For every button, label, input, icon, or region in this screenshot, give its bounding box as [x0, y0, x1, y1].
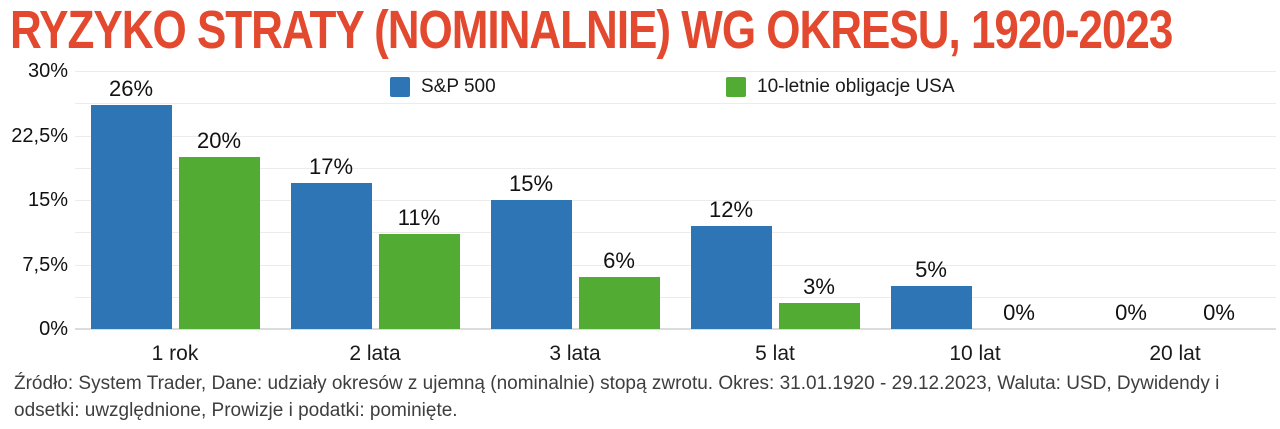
bar-value-label: 17% [308, 153, 354, 179]
gridline [75, 264, 1276, 266]
category-group: 26% 20% [75, 0, 275, 329]
bar-sp500 [90, 105, 172, 329]
gridline [75, 71, 1276, 72]
x-axis-baseline [75, 328, 1276, 330]
legend-item-sp500: S&P 500 [390, 76, 496, 98]
bar-value-label: 5% [915, 257, 947, 282]
x-axis-category-label: 1 rok [151, 342, 199, 365]
y-axis-tick-label: 7,5% [22, 253, 68, 276]
bar-value-label: 20% [196, 128, 242, 153]
legend-swatch-sp500-icon [390, 77, 410, 97]
bar-value-label: 6% [603, 248, 635, 274]
bar-value-label: 26% [108, 76, 154, 102]
bar-value-label: 0% [1203, 300, 1235, 325]
bar-group: 5% [890, 257, 972, 329]
bar-sp500 [490, 200, 572, 329]
bar-value-label: 12% [708, 196, 754, 222]
category-group: 17% 11% [275, 0, 475, 329]
chart-title: RYZYKO STRATY (NOMINALNIE) WG OKRESU, 19… [10, 0, 1173, 61]
legend-label-sp500: S&P 500 [421, 76, 496, 97]
bar-group: 26% [90, 76, 172, 329]
category-group: 5% 0% [875, 0, 1075, 329]
gridline [75, 296, 1276, 298]
bar-bonds [178, 157, 260, 329]
bar-sp500 [890, 286, 972, 329]
bar-sp500 [690, 225, 772, 329]
bar-group: 0% [1091, 300, 1172, 329]
legend-item-bonds: 10-letnie obligacje USA [726, 76, 955, 98]
x-axis-category-label: 10 lat [949, 342, 1001, 365]
legend-label-bonds: 10-letnie obligacje USA [757, 76, 955, 97]
x-axis-category-label: 3 lata [549, 342, 601, 365]
bar-group: 12% [690, 196, 772, 329]
category-group: 0% 0% [1075, 0, 1275, 329]
bar-value-label: 3% [803, 274, 835, 300]
y-axis-tick-label: 0% [39, 318, 68, 340]
y-axis-tick-label: 30% [27, 60, 68, 82]
y-axis-tick-label: 15% [27, 189, 68, 211]
category-group: 12% 3% [675, 0, 875, 329]
bar-bonds [378, 234, 460, 329]
bar-group: 6% [578, 248, 660, 329]
bar-value-label: 11% [397, 205, 441, 231]
y-axis-tick-label: 22,5% [11, 124, 68, 147]
bar-value-label: 0% [1115, 300, 1147, 325]
gridline [75, 135, 1276, 137]
x-axis-category-label: 20 lat [1149, 342, 1201, 365]
x-axis-category-label: 2 lata [349, 342, 401, 365]
legend-swatch-bonds-icon [726, 77, 746, 97]
bar-sp500 [290, 182, 372, 329]
gridline [75, 167, 1276, 169]
bar-value-label: 0% [1003, 300, 1035, 325]
x-axis-category-label: 5 lat [755, 342, 795, 365]
bar-bonds [578, 277, 660, 329]
gridline [75, 103, 1276, 105]
bar-group: 0% [979, 300, 1060, 329]
source-note: Źródło: System Trader, Dane: udziały okr… [14, 373, 1220, 421]
bar-group: 0% [1179, 300, 1260, 329]
bar-group: 20% [178, 128, 260, 329]
gridline [75, 200, 1276, 201]
bar-bonds [778, 303, 860, 329]
bar-group: 11% [378, 205, 460, 329]
category-group: 15% 6% [475, 0, 675, 329]
bar-group: 3% [778, 274, 860, 329]
bar-group: 15% [490, 171, 572, 329]
gridline [75, 232, 1276, 234]
bar-value-label: 15% [508, 171, 554, 196]
bar-group: 17% [290, 153, 372, 329]
